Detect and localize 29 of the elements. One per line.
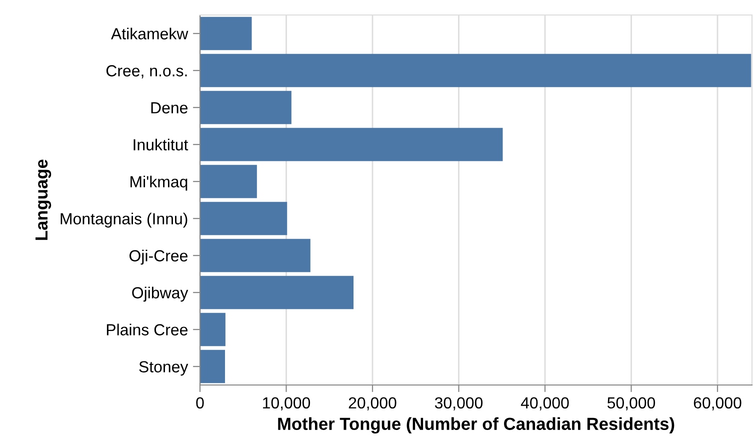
y-tick-label: Plains Cree <box>106 324 188 336</box>
bar <box>200 202 288 236</box>
bar <box>200 350 226 384</box>
bar <box>200 276 354 310</box>
bar <box>200 16 252 50</box>
x-tick-label: 60,000 <box>694 397 742 410</box>
bar <box>200 90 292 124</box>
bar <box>200 312 226 346</box>
x-tick-label: 50,000 <box>607 397 656 410</box>
x-tick-label: 40,000 <box>520 397 569 410</box>
y-tick-label: Ojibway <box>132 286 188 302</box>
bar <box>200 128 503 162</box>
x-tick-label: 10,000 <box>263 397 310 410</box>
x-tick-label: 0 <box>196 397 204 409</box>
x-tick-label: 20,000 <box>348 397 396 410</box>
bar <box>200 164 257 198</box>
y-tick-label: Cree, n.o.s. <box>106 65 187 78</box>
x-tick-label: 30,000 <box>434 397 483 410</box>
y-tick-label: Montagnais (Innu) <box>60 212 188 228</box>
y-tick-label: Oji-Cree <box>129 250 188 265</box>
y-tick-label: Dene <box>151 102 188 114</box>
y-tick-label: Inuktitut <box>134 138 188 150</box>
y-tick-label: Mi'kmaq <box>130 176 188 191</box>
y-tick-label: Atikamekw <box>111 28 188 40</box>
bar <box>200 54 752 88</box>
x-axis-title: Mother Tongue (Number of Canadian Residents) <box>278 417 674 434</box>
y-tick-label: Stoney <box>139 361 188 376</box>
y-axis-title: Language <box>36 160 52 240</box>
bar <box>200 238 310 272</box>
